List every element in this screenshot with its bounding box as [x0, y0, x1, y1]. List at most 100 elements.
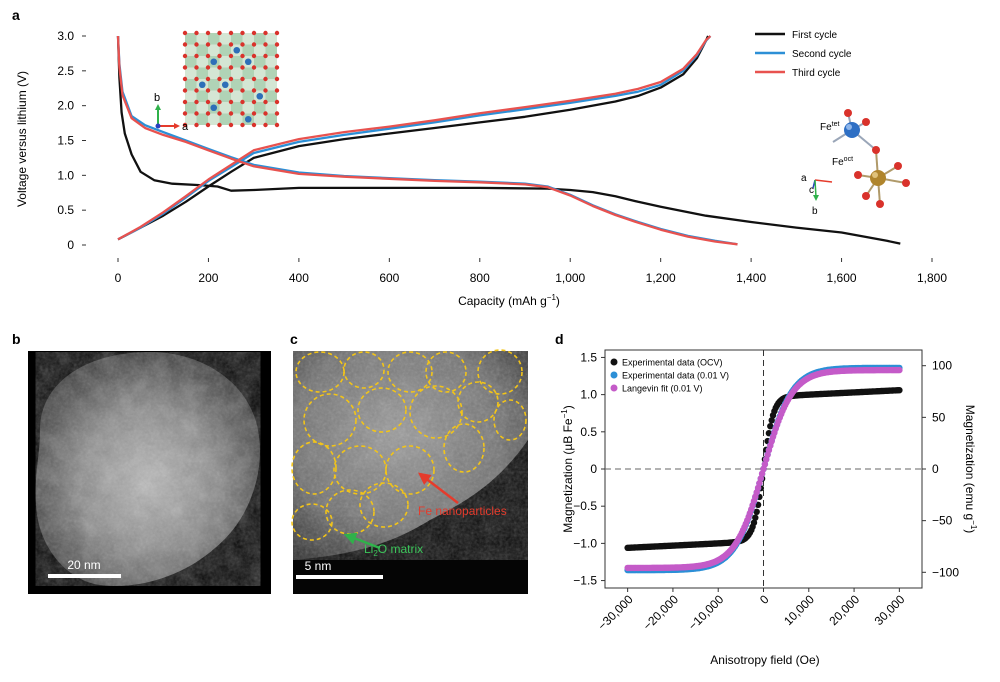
- panel-a-y-tick-label: 2.0: [57, 99, 74, 113]
- crystal-tile: [231, 102, 243, 114]
- panel-d-x-tick-label: 10,000: [781, 592, 817, 628]
- panel-a-ylabel: Voltage versus lithium (V): [15, 71, 29, 207]
- crystal-tile: [219, 44, 231, 56]
- oxygen-atom: [263, 99, 268, 105]
- crystal-tile: [185, 56, 197, 68]
- crystal-tile: [265, 113, 277, 125]
- data-point: [896, 387, 903, 394]
- panel-a-axes: 0 200 400 600 800 1,000 1,200 1,400 1,600 1,800 0 0…: [57, 29, 947, 285]
- crystal-tile: [231, 56, 243, 68]
- oxygen-atom: [205, 122, 211, 128]
- panel-a-x-tick-label: 1,200: [646, 271, 676, 285]
- oxygen-atom: [228, 76, 234, 82]
- oxygen-atom: [217, 30, 222, 36]
- oxygen-atom: [251, 99, 257, 105]
- data-point: [750, 519, 758, 526]
- panel-a-x-tick-label: 200: [198, 271, 218, 285]
- oxygen-atom: [194, 122, 199, 128]
- scale-bar-c: [296, 575, 383, 579]
- panel-a-letter: a: [12, 7, 20, 23]
- legend-label: Experimental data (OCV): [622, 358, 723, 368]
- axis-indicator-inset: b a: [154, 92, 189, 133]
- crystal-tile: [196, 67, 208, 79]
- struct-a-label: a: [801, 173, 807, 184]
- nanoparticle-outline: [493, 399, 527, 441]
- crystal-tile: [254, 79, 266, 91]
- oxygen-atom: [263, 88, 268, 93]
- oxygen-atom: [217, 99, 222, 105]
- legend-marker: [610, 358, 618, 366]
- oxygen-atom: [228, 99, 234, 105]
- d-ylabel-left-end: ): [561, 405, 575, 409]
- oxygen-atom: [217, 65, 222, 70]
- crystal-tile: [231, 79, 243, 91]
- fe-tet-sup: tet: [832, 121, 840, 128]
- li2o-main: Li: [364, 542, 373, 556]
- nanoparticle-outline: [425, 351, 467, 393]
- panel-d-x-tick-label: −10,000: [686, 592, 727, 633]
- legend-label: First cycle: [792, 30, 837, 41]
- nanoparticle-outline: [291, 441, 337, 495]
- series-line: [117, 35, 710, 241]
- nanoparticle-outline: [477, 349, 523, 395]
- oxygen-atom: [274, 88, 280, 93]
- panel-a-series: [116, 35, 901, 246]
- oxygen-atom: [182, 88, 188, 93]
- oxygen-atom: [182, 65, 188, 70]
- nanoparticle-outline: [359, 482, 409, 528]
- li2o-label: Li2O matrix: [364, 542, 423, 558]
- crystal-tile: [254, 102, 266, 114]
- oxygen-atom: [182, 122, 188, 128]
- panel-a-y-tick-label: 1.5: [57, 134, 74, 148]
- oxygen-atom: [274, 99, 280, 105]
- fe-oct-sup: oct: [844, 156, 853, 163]
- legend-label: Second cycle: [792, 49, 852, 60]
- oxygen-atom: [228, 65, 234, 70]
- oxygen-atom: [274, 76, 280, 82]
- crystal-tile: [265, 67, 277, 79]
- panel-a-legend: First cycle Second cycle Third cycle: [755, 30, 852, 79]
- series-line: [117, 35, 712, 241]
- crystal-tile: [208, 79, 220, 91]
- oxygen-atom: [251, 76, 257, 82]
- struct-c-label: c: [809, 185, 814, 196]
- panel-d-y-left-tick-label: −1.0: [573, 536, 597, 550]
- oxygen-atom: [240, 111, 245, 116]
- fe-atom: [210, 104, 218, 112]
- panel-a-x-tick-label: 400: [289, 271, 309, 285]
- oxygen-atom: [205, 65, 211, 70]
- crystal-tile: [196, 113, 208, 125]
- fe-nanoparticles-label: Fe nanoparticles: [418, 504, 507, 518]
- oxygen-atom: [274, 53, 280, 59]
- scale-bar-b: [48, 574, 121, 578]
- nanoparticle-outline: [343, 351, 385, 389]
- oxygen-atom: [228, 53, 234, 59]
- oxygen-atom: [182, 76, 188, 82]
- panel-a-xlabel-main: Capacity (mAh g: [458, 294, 547, 308]
- legend-marker: [610, 384, 618, 392]
- axis-a-label: a: [182, 121, 189, 133]
- panel-a: a 0 200 400 600 800 1,000 1,200 1,400 1,600 1,800…: [12, 7, 947, 308]
- particle-b: [35, 352, 261, 586]
- panel-d-y-right-tick-label: −100: [932, 565, 959, 579]
- crystal-tile: [231, 33, 243, 45]
- crystal-structure-inset: [182, 30, 280, 128]
- fe-atom: [233, 46, 241, 54]
- crystal-tile: [219, 113, 231, 125]
- series-first-cycle: [116, 35, 901, 245]
- panel-a-xlabel-end: ): [556, 294, 560, 308]
- oxygen-atom: [182, 53, 188, 59]
- panel-d-x-tick-label: 0: [757, 592, 772, 607]
- panel-d-y-right-tick-label: 100: [932, 359, 952, 373]
- d-ylabel-right-end: ): [963, 529, 977, 533]
- nanoparticle-outline: [457, 381, 499, 423]
- scale-label-c: 5 nm: [305, 559, 332, 573]
- fe-atom: [198, 81, 206, 89]
- panel-d-y-left-tick-label: −0.5: [573, 499, 597, 513]
- oxygen-atom: [274, 65, 280, 70]
- d-ylabel-left-main: Magnetization (µB Fe: [561, 418, 575, 533]
- data-point: [768, 417, 775, 424]
- panel-d-ylabel-left: Magnetization (µB Fe−1): [560, 405, 575, 532]
- oxygen-atom: [240, 76, 245, 82]
- crystal-tile: [185, 102, 197, 114]
